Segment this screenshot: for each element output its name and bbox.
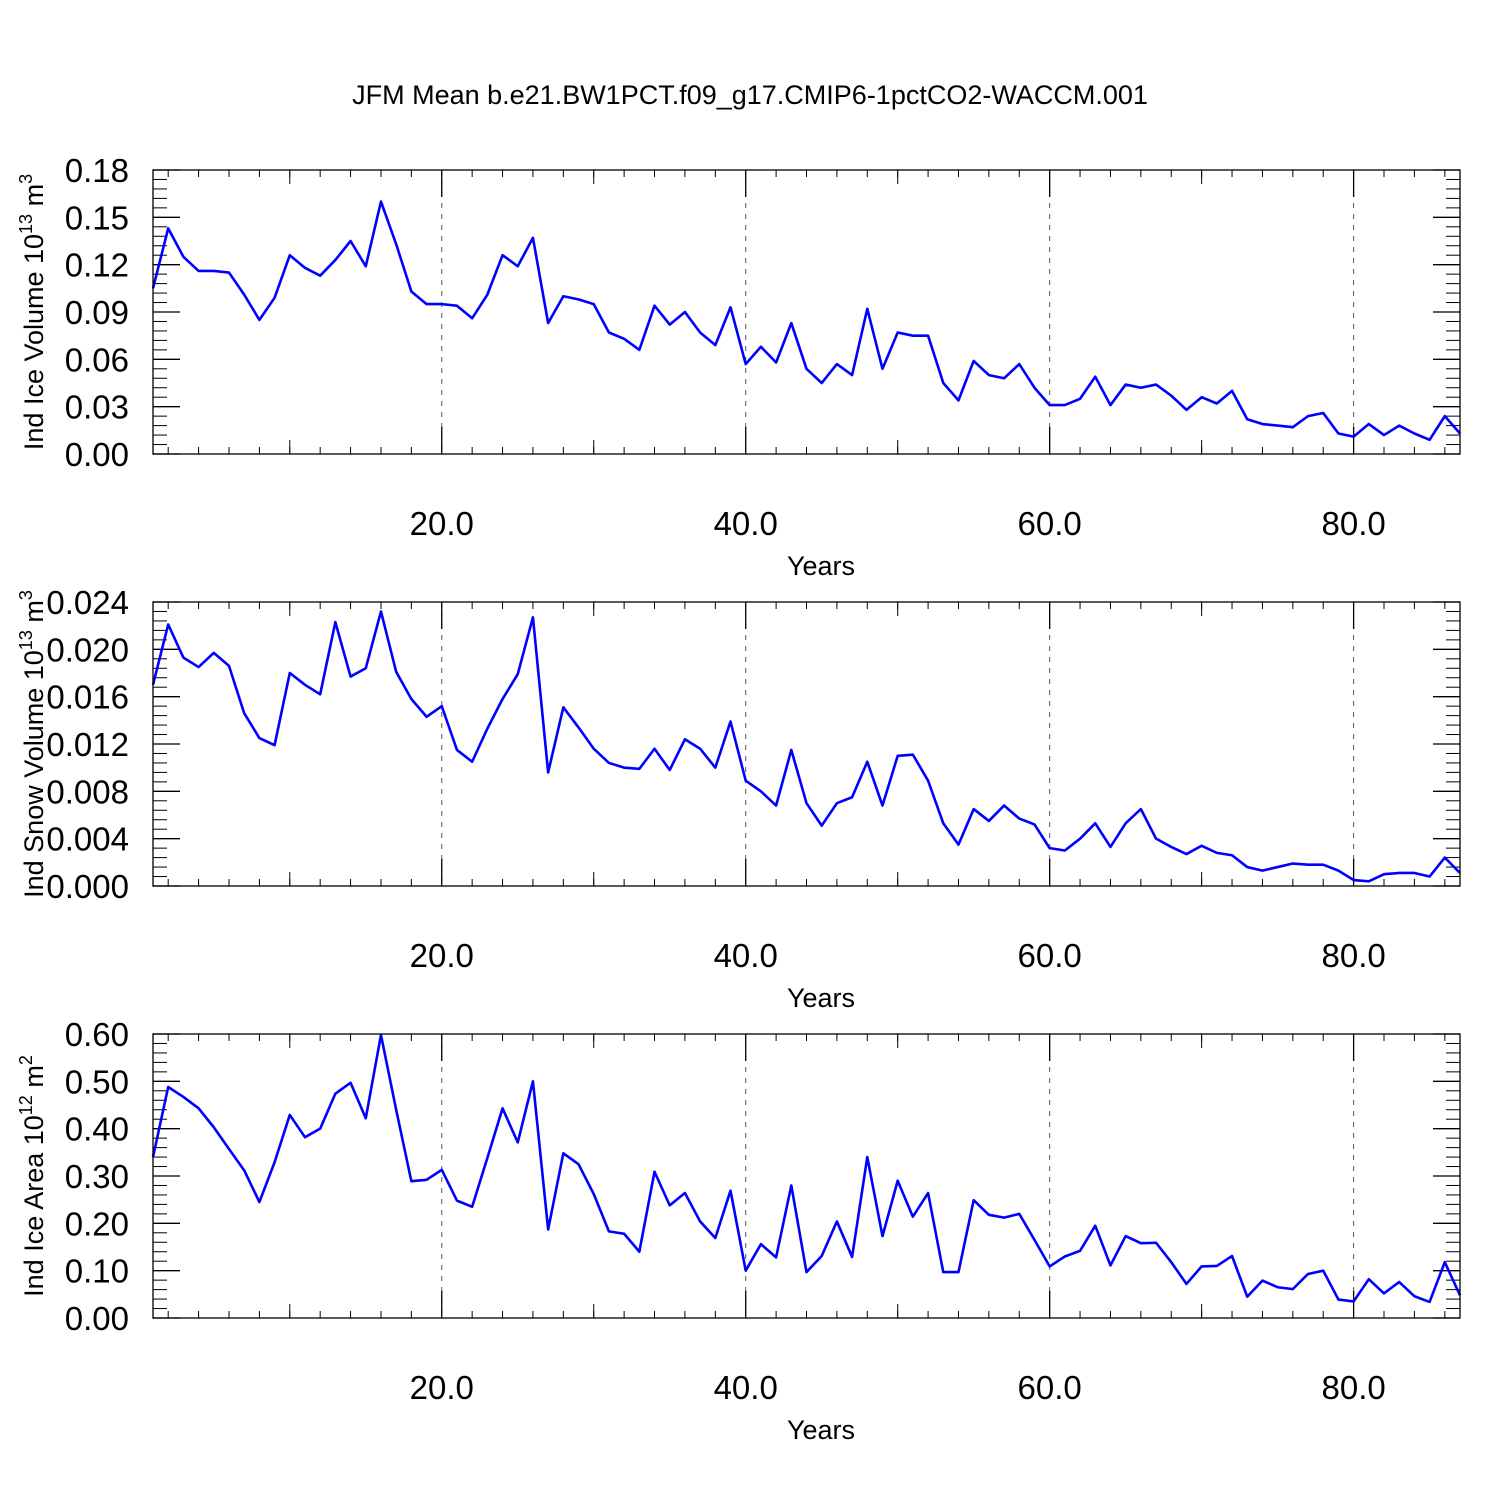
panel-2-ytick-label: 0.020 xyxy=(46,631,129,668)
panel-3-xtick-label: 80.0 xyxy=(1321,1369,1385,1406)
panel-3-ytick-label: 0.40 xyxy=(65,1111,129,1148)
panel-2-x-axis-label: Years xyxy=(787,983,855,1013)
panel-1-ytick-label: 0.12 xyxy=(65,247,129,284)
panel-2-ytick-label: 0.024 xyxy=(46,584,129,621)
panel-1-ytick-label: 0.18 xyxy=(65,152,129,189)
panel-1-frame xyxy=(152,169,1461,455)
panel-1-y-axis-label-unit: m xyxy=(19,184,49,214)
panel-1-y-axis-label: Ind Ice Volume 1013 m3 xyxy=(16,174,49,450)
panel-1-ytick-label: 0.06 xyxy=(65,341,129,378)
panel-2-ytick-label: 0.012 xyxy=(46,726,129,763)
panel-2-frame xyxy=(152,601,1461,887)
panel-2-y-axis-label-exponent: 13 xyxy=(16,630,36,650)
panel-1-x-axis-label: Years xyxy=(787,551,855,581)
panel-1-xtick-label: 60.0 xyxy=(1018,505,1082,542)
panel-1-series-line xyxy=(151,200,1461,442)
panel-1-ytick-label: 0.03 xyxy=(65,389,129,426)
panel-3-y-axis-label-unit-exponent: 2 xyxy=(16,1055,36,1065)
figure-title: JFM Mean b.e21.BW1PCT.f09_g17.CMIP6-1pct… xyxy=(352,80,1148,110)
panel-1-ytick-label: 0.09 xyxy=(65,294,129,331)
panel-3-series-line xyxy=(151,1033,1462,1304)
panel-2-xtick-label: 80.0 xyxy=(1321,937,1385,974)
panel-3-y-axis-label: Ind Ice Area 1012 m2 xyxy=(16,1055,49,1297)
panel-3-xtick-label: 40.0 xyxy=(714,1369,778,1406)
panel-3-frame xyxy=(152,1033,1461,1319)
panel-3-ytick-label: 0.20 xyxy=(65,1205,129,1242)
panel-2: 0.000 0.004 0.008 0.012 0.016 0.020 0.024 20.0 4… xyxy=(16,584,1461,1013)
panel-3-ytick-label: 0.60 xyxy=(65,1016,129,1053)
panel-3-y-axis-label-unit: m xyxy=(19,1065,49,1095)
panel-1-y-axis-label-unit-exponent: 3 xyxy=(16,174,36,184)
panel-2-xtick-label: 60.0 xyxy=(1018,937,1082,974)
panel-2-series-line xyxy=(151,610,1461,883)
panel-1-ytick-label: 0.00 xyxy=(65,436,129,473)
panel-2-y-axis-label-unit: m xyxy=(19,600,49,630)
panel-2-y-axis-label-unit-exponent: 3 xyxy=(16,590,36,600)
panel-1-ytick-label: 0.15 xyxy=(65,199,129,236)
panel-3-ytick-label: 0.00 xyxy=(65,1300,129,1337)
panel-2-xtick-label: 20.0 xyxy=(410,937,474,974)
panel-2-ytick-label: 0.000 xyxy=(46,868,129,905)
panel-1-xtick-label: 40.0 xyxy=(714,505,778,542)
panel-3-xtick-label: 20.0 xyxy=(410,1369,474,1406)
panel-1-xtick-label: 80.0 xyxy=(1321,505,1385,542)
panel-2-y-axis-label-text: Ind Snow Volume 10 xyxy=(19,650,49,898)
panel-2-ytick-label: 0.008 xyxy=(46,773,129,810)
panel-3-ytick-label: 0.50 xyxy=(65,1063,129,1100)
panel-2-y-axis-label: Ind Snow Volume 1013 m3 xyxy=(16,590,49,898)
panel-3-y-axis-label-exponent: 12 xyxy=(16,1095,36,1115)
panel-2-xtick-label: 40.0 xyxy=(714,937,778,974)
panel-2-ytick-label: 0.004 xyxy=(46,821,129,858)
panel-1-y-axis-label-exponent: 13 xyxy=(16,214,36,234)
panel-3-ytick-label: 0.30 xyxy=(65,1158,129,1195)
panel-1: 0.00 0.03 0.06 0.09 0.12 0.15 0.18 20.0 40.0 60.0… xyxy=(16,152,1461,581)
panel-1-y-axis-label-text: Ind Ice Volume 10 xyxy=(19,234,49,450)
panel-1-xtick-label: 20.0 xyxy=(410,505,474,542)
panel-3-ytick-label: 0.10 xyxy=(65,1253,129,1290)
panel-3-y-axis-label-text: Ind Ice Area 10 xyxy=(19,1115,49,1297)
panel-3-x-axis-label: Years xyxy=(787,1415,855,1445)
panel-3: 0.00 0.10 0.20 0.30 0.40 0.50 0.60 20.0 40.0 60.0… xyxy=(16,1016,1462,1445)
panel-2-ytick-label: 0.016 xyxy=(46,679,129,716)
panel-3-xtick-label: 60.0 xyxy=(1018,1369,1082,1406)
